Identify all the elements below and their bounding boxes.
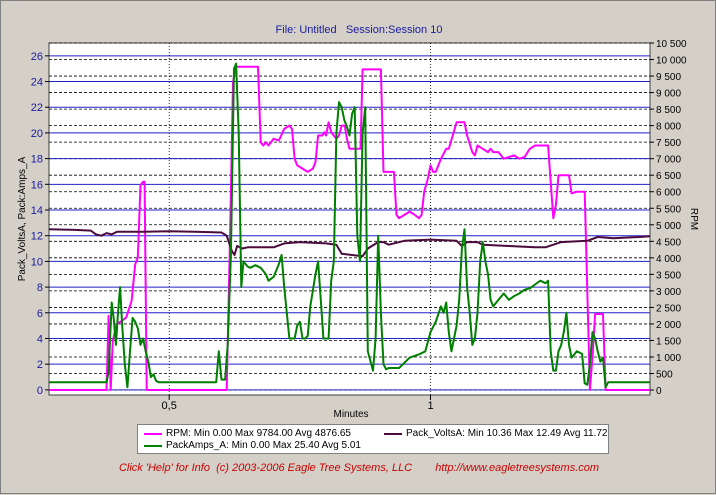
- tick-label-left: 10: [31, 256, 43, 268]
- tick-label-right: 4 000: [656, 254, 681, 265]
- pack-amps-swatch: [144, 444, 162, 447]
- y-axis-left-label: Pack_VoltsA, Pack:Amps_A: [17, 156, 28, 281]
- tick-label-left: 16: [31, 179, 43, 191]
- tick-label-left: 14: [31, 205, 43, 217]
- tick-label-right: 4 500: [656, 237, 681, 248]
- legend-pack-amps-name: PackAmps_A: [166, 440, 227, 451]
- legend-rpm-stats: Min 0.00 Max 9784.00 Avg 4876.65: [193, 428, 351, 439]
- tick-label-right: 1 000: [656, 353, 681, 364]
- chart-legend: RPM: Min 0.00 Max 9784.00 Avg 4876.65 Pa…: [137, 424, 609, 454]
- tick-label-left: 22: [31, 102, 43, 114]
- tick-label-x: 1: [427, 400, 433, 412]
- grid-lines: [49, 42, 650, 395]
- tick-label-right: 2 000: [656, 320, 681, 331]
- tick-label-right: 8 500: [656, 105, 681, 116]
- tick-label-right: 10 500: [656, 39, 687, 50]
- tick-label-left: 0: [37, 385, 43, 397]
- tick-label-left: 8: [37, 282, 43, 294]
- tick-label-left: 26: [31, 51, 43, 63]
- tick-label-right: 2 500: [656, 303, 681, 314]
- rpm-swatch: [144, 432, 162, 435]
- tick-label-right: 0: [656, 386, 662, 397]
- series-lines: [48, 62, 651, 391]
- tick-label-left: 24: [31, 77, 43, 89]
- footer-credits: Click 'Help' for Info (c) 2003-2006 Eagl…: [1, 462, 716, 474]
- tick-label-left: 4: [37, 333, 43, 345]
- tick-label-right: 500: [656, 370, 673, 381]
- tick-label-x: 0,5: [162, 400, 177, 412]
- tick-label-left: 12: [31, 231, 43, 243]
- x-axis-ticks: 0,5 1: [162, 395, 434, 412]
- legend-pack-amps-stats: Min 0.00 Max 25.40 Avg 5.01: [231, 440, 361, 451]
- tick-label-left: 18: [31, 154, 43, 166]
- tick-label-right: 7 000: [656, 155, 681, 166]
- legend-pack-volts-name: Pack_VoltsA: [406, 428, 463, 439]
- y-axis-right-label: RPM: [688, 208, 699, 230]
- tick-label-right: 7 500: [656, 138, 681, 149]
- series-line-pack-voltsa: [48, 228, 651, 258]
- tick-label-right: 9 000: [656, 89, 681, 100]
- legend-item-rpm: RPM: Min 0.00 Max 9784.00 Avg 4876.65: [144, 428, 351, 439]
- tick-label-right: 8 000: [656, 122, 681, 133]
- series-line-packamps-a: [49, 62, 650, 389]
- tick-label-right: 6 000: [656, 188, 681, 199]
- legend-item-pack-volts: Pack_VoltsA: Min 10.36 Max 12.49 Avg 11.…: [384, 428, 607, 439]
- tick-label-left: 6: [37, 308, 43, 320]
- tick-label-right: 10 000: [656, 56, 687, 67]
- tick-label-right: 5 500: [656, 204, 681, 215]
- chart-title: File: Untitled Session:Session 10: [276, 24, 443, 36]
- tick-label-right: 1 500: [656, 336, 681, 347]
- pack-volts-swatch: [384, 432, 402, 435]
- right-axis-ticks: 0 500 1 000 1 500 2 000 2 500 3 000 3 500 4 000 4…: [650, 39, 687, 397]
- tick-label-right: 5 000: [656, 221, 681, 232]
- footer-url[interactable]: http://www.eagletreesystems.com: [435, 462, 600, 474]
- tick-label-right: 9 500: [656, 72, 681, 83]
- tick-label-right: 6 500: [656, 171, 681, 182]
- tick-label-right: 3 500: [656, 270, 681, 281]
- legend-pack-volts-stats: Min 10.36 Max 12.49 Avg 11.72: [467, 428, 608, 439]
- x-axis-label: Minutes: [333, 409, 368, 420]
- footer-help-text: Click 'Help' for Info (c) 2003-2006 Eagl…: [118, 462, 413, 474]
- tick-label-right: 3 000: [656, 287, 681, 298]
- legend-item-pack-amps: PackAmps_A: Min 0.00 Max 25.40 Avg 5.01: [144, 440, 361, 451]
- tick-label-left: 2: [37, 359, 43, 371]
- legend-rpm-name: RPM: [166, 428, 189, 439]
- tick-label-left: 20: [31, 128, 43, 140]
